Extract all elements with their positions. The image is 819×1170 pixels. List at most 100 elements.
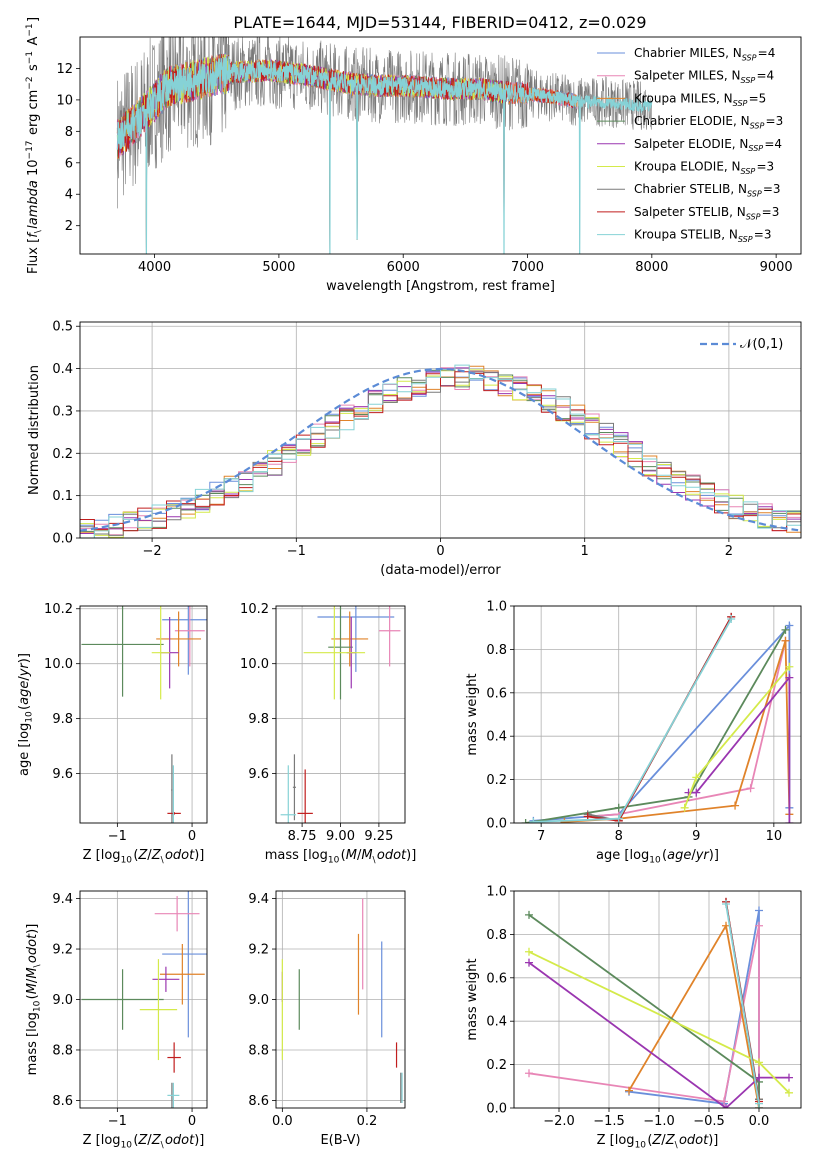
y-tick-label: 4: [65, 188, 73, 203]
y-tick-label: 10.0: [44, 657, 73, 672]
data-point-marker: [525, 958, 533, 967]
point-kroupa-stelib: [172, 765, 175, 823]
x-tick-label: 4000: [138, 260, 171, 275]
histogram-salpeter-stelib: [80, 371, 801, 538]
series-chabrier-stelib: [583, 612, 736, 823]
point-kroupa-elodie: [151, 606, 170, 700]
y-tick-label: 6: [65, 156, 73, 171]
x-tick-label: 5000: [262, 260, 295, 275]
x-tick-label: 0: [188, 1114, 196, 1129]
point-salpeter-miles: [154, 896, 200, 932]
point-chabrier-stelib: [292, 754, 296, 821]
spectrum-chabrier-stelib: [117, 37, 652, 254]
series-kroupa-elodie: [525, 947, 793, 1097]
gaussian-curve: [80, 367, 799, 532]
series-kroupa-stelib: [529, 615, 736, 823]
point-chabrier-stelib: [171, 754, 173, 823]
x-tick-label: −2.0: [543, 1114, 575, 1129]
point-chabrier-elodie: [81, 969, 164, 1030]
y-tick-label: 0.4: [52, 362, 73, 377]
y-tick-label: 0.0: [486, 1102, 507, 1117]
legend-label-gaussian: 𝒩(0,1): [740, 337, 783, 352]
x-tick-label: 0: [436, 544, 444, 559]
x-tick-label: 9000: [760, 260, 793, 275]
data-point-marker: [525, 910, 533, 919]
point-kroupa-miles: [159, 943, 205, 1005]
point-chabrier-elodie: [328, 606, 353, 700]
plot-area: [116, 37, 653, 254]
point-chabrier-elodie: [81, 606, 164, 697]
data-point-marker: [785, 1073, 793, 1082]
legend-label-chabrier-elodie: Chabrier ELODIE, NSSP =3: [634, 114, 783, 130]
y-tick-label: 10.2: [240, 602, 269, 617]
axes-frame: [513, 890, 802, 1109]
axes-frame: [513, 605, 802, 824]
point-kroupa-stelib: [167, 1082, 180, 1108]
y-tick-label: 9.8: [52, 712, 73, 727]
y-tick-label: 8.6: [52, 1094, 73, 1109]
series-kroupa-stelib: [722, 900, 763, 1108]
axes-weight_vs_age: 7 8 9 10 0.0 0.2 0.4 0.6 0.8 1.0 age [log10 (age/y…: [465, 600, 802, 866]
series-salpeter-elodie: [684, 673, 794, 823]
data-point-marker: [692, 773, 701, 782]
legend-label-kroupa-miles: Kroupa MILES, NSSP =5: [634, 91, 766, 107]
axes-mass_vs_EBV: 0.0 0.2 8.6 8.8 9.0 9.2 9.4 E(B-V): [248, 890, 406, 1148]
x-axis-label: Z [log10 (Z/Z\ odot)]: [597, 1133, 719, 1151]
point-salpeter-miles: [378, 606, 401, 667]
axes-frame: [79, 605, 208, 824]
spectrum-kroupa-stelib: [116, 56, 653, 254]
y-tick-label: 8: [65, 125, 73, 140]
histogram-kroupa-stelib: [80, 364, 801, 538]
data-point-marker: [755, 906, 763, 915]
axes-frame: [275, 605, 406, 824]
y-tick-label: 8.8: [248, 1043, 269, 1058]
y-axis-label: mass weight: [465, 673, 480, 755]
data-point-marker: [785, 673, 794, 682]
x-tick-label: 9: [692, 829, 700, 844]
y-tick-label: 2: [65, 219, 73, 234]
plot-area: [521, 612, 794, 823]
series-kroupa-elodie: [680, 662, 794, 812]
axes-weight_vs_Z: −2.0 −1.5 −1.0 −0.5 0.0 0.0 0.2 0.4 0.6 0.8 1.0 Z […: [465, 885, 802, 1151]
series-line: [587, 616, 732, 822]
legend-label-salpeter-stelib: Salpeter STELIB, NSSP =3: [634, 205, 779, 221]
data-point-marker: [755, 1058, 763, 1067]
data-point-marker: [755, 1099, 763, 1108]
data-point-marker: [720, 1097, 728, 1106]
y-axis-label: age [log10 (age/yr)]: [17, 653, 35, 776]
plot-area: [80, 364, 801, 538]
y-tick-label: 0.1: [52, 489, 73, 504]
axes-residuals: −2 −1 0 1 2 0.0 0.1 0.2 0.3 0.4 0.5 (data-model)/er…: [27, 320, 802, 578]
series-line: [587, 640, 787, 818]
point-salpeter-stelib: [167, 1042, 181, 1073]
y-tick-label: 0.0: [486, 817, 507, 832]
axes-frame: [79, 890, 208, 1109]
y-tick-label: 0.4: [486, 1015, 507, 1030]
point-chabrier-miles: [162, 891, 207, 1038]
y-tick-label: 10.2: [44, 602, 73, 617]
data-point-marker: [746, 784, 755, 793]
y-tick-label: 0.8: [486, 643, 507, 658]
data-point-marker: [692, 788, 701, 797]
legend-label-kroupa-stelib: Kroupa STELIB, NSSP =3: [634, 228, 771, 244]
plot-area: [280, 606, 401, 823]
point-chabrier-miles: [162, 606, 207, 675]
y-tick-label: 9.6: [52, 767, 73, 782]
data-point-marker: [680, 803, 689, 812]
point-chabrier-miles: [317, 606, 395, 672]
x-tick-label: 8000: [635, 260, 668, 275]
x-tick-label: 0.0: [272, 1114, 293, 1129]
data-point-marker: [722, 1104, 730, 1108]
x-tick-label: 6000: [387, 260, 420, 275]
series-line: [628, 910, 760, 1105]
y-tick-label: 0.2: [486, 1058, 507, 1073]
plot-area: [281, 898, 403, 1103]
data-point-marker: [722, 900, 730, 909]
x-tick-label: −1: [108, 829, 127, 844]
y-tick-label: 0.2: [52, 447, 73, 462]
point-salpeter-elodie: [152, 966, 180, 992]
point-salpeter-miles: [174, 606, 205, 667]
y-axis-label: mass weight: [465, 958, 480, 1040]
axes-spectrum: 4000 5000 6000 7000 8000 9000 2 4 6 8 10 12 waveleng…: [25, 17, 802, 294]
data-point-marker: [614, 814, 623, 823]
